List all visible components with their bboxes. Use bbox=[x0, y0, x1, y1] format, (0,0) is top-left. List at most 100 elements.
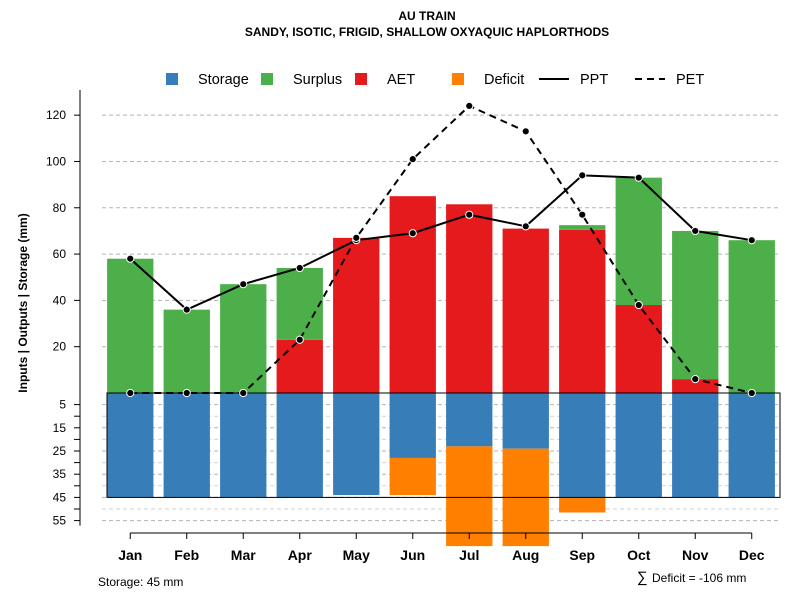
legend-label-pet: PET bbox=[676, 72, 704, 88]
x-tick-label-nov: Nov bbox=[682, 547, 709, 563]
pet-point-apr bbox=[295, 335, 304, 344]
storage-note: Storage: 45 mm bbox=[98, 575, 183, 589]
ppt-point-jul bbox=[465, 210, 474, 219]
series-lines bbox=[126, 101, 756, 398]
ppt-point-nov bbox=[691, 226, 700, 236]
y-tick-label: 5 bbox=[59, 398, 66, 412]
chart-subtitle: SANDY, ISOTIC, FRIGID, SHALLOW OXYAQUIC … bbox=[245, 25, 609, 39]
legend-swatch-deficit bbox=[452, 73, 464, 85]
y-tick-label: 40 bbox=[53, 293, 67, 307]
pet-point-jan bbox=[126, 388, 135, 398]
storage-capacity-box bbox=[106, 392, 781, 498]
aet-bar-aug bbox=[502, 228, 549, 393]
pet-point-oct bbox=[634, 300, 643, 310]
deficit-note-text: Deficit = -106 mm bbox=[652, 571, 746, 585]
y-tick-label: 20 bbox=[53, 340, 67, 354]
legend: Storage Surplus AET Deficit PPT PET bbox=[166, 72, 704, 88]
legend-swatch-aet bbox=[355, 73, 367, 85]
pet-point-dec bbox=[747, 388, 756, 398]
storage-bar-sep bbox=[559, 393, 606, 498]
pet-point-sep bbox=[578, 210, 587, 219]
deficit-bar-jul bbox=[446, 446, 493, 547]
pet-point-nov bbox=[691, 375, 700, 384]
storage-bar-may bbox=[333, 393, 380, 496]
aet-bar-sep bbox=[559, 229, 606, 393]
surplus-bar-feb bbox=[163, 309, 210, 393]
aet-bar-may bbox=[333, 237, 380, 393]
x-tick-label-sep: Sep bbox=[569, 547, 595, 563]
deficit-bar-sep bbox=[559, 497, 606, 513]
x-tick-label-may: May bbox=[343, 547, 370, 563]
y-tick-label: 80 bbox=[53, 201, 67, 215]
deficit-note: ∑ Deficit = -106 mm bbox=[637, 569, 746, 586]
ppt-point-dec bbox=[747, 236, 756, 245]
y-axis-label: Inputs | Outputs | Storage (mm) bbox=[16, 213, 30, 392]
storage-bar-aug bbox=[502, 393, 549, 449]
surplus-bar-sep bbox=[559, 225, 606, 230]
legend-swatch-storage bbox=[166, 73, 178, 85]
y-tick-label: 15 bbox=[53, 421, 67, 435]
legend-label-ppt: PPT bbox=[580, 72, 608, 88]
ppt-point-oct bbox=[634, 173, 643, 182]
chart-titles: AU TRAIN SANDY, ISOTIC, FRIGID, SHALLOW … bbox=[245, 9, 609, 39]
pet-point-may bbox=[352, 233, 361, 242]
x-tick-label-jan: Jan bbox=[118, 547, 142, 563]
ppt-point-mar bbox=[239, 280, 248, 289]
x-tick-label-dec: Dec bbox=[739, 547, 765, 563]
x-tick-label-aug: Aug bbox=[512, 547, 539, 563]
legend-label-storage: Storage bbox=[198, 72, 249, 88]
surplus-bar-mar bbox=[220, 284, 267, 393]
x-tick-label-apr: Apr bbox=[288, 547, 313, 563]
storage-bar-nov bbox=[672, 393, 719, 498]
ppt-point-feb bbox=[182, 305, 191, 314]
y-tick-label: 55 bbox=[53, 514, 67, 528]
deficit-bar-jun bbox=[389, 457, 436, 496]
aet-bar-apr bbox=[276, 339, 323, 393]
x-tick-label-mar: Mar bbox=[231, 547, 256, 563]
storage-bar-jan bbox=[107, 393, 154, 498]
y-tick-label: 60 bbox=[53, 247, 67, 261]
storage-bar-jul bbox=[446, 393, 493, 447]
legend-label-deficit: Deficit bbox=[484, 72, 524, 88]
ppt-point-aug bbox=[521, 222, 530, 231]
surplus-bar-nov bbox=[672, 230, 719, 380]
legend-label-surplus: Surplus bbox=[293, 72, 342, 88]
axes: 20 40 60 80 100 120 5 15 25 35 45 55 Jan Feb Mar Apr May… bbox=[46, 90, 765, 563]
x-tick-label-jun: Jun bbox=[400, 547, 425, 563]
x-tick-label-jul: Jul bbox=[459, 547, 479, 563]
legend-swatch-surplus bbox=[261, 73, 273, 85]
upper-bars bbox=[107, 177, 775, 393]
aet-bar-jul bbox=[446, 204, 493, 393]
storage-capacity-outline bbox=[106, 392, 781, 498]
aet-bar-jun bbox=[389, 196, 436, 393]
pet-point-aug bbox=[521, 127, 530, 136]
surplus-bar-apr bbox=[276, 267, 323, 340]
y-tick-label: 100 bbox=[46, 154, 66, 168]
aet-bar-oct bbox=[615, 305, 662, 393]
storage-bar-dec bbox=[728, 393, 775, 498]
pet-point-feb bbox=[182, 388, 191, 398]
x-tick-label-feb: Feb bbox=[174, 547, 199, 563]
surplus-bar-oct bbox=[615, 177, 662, 306]
ppt-point-sep bbox=[578, 171, 587, 180]
y-tick-label: 120 bbox=[46, 108, 66, 122]
y-tick-label: 45 bbox=[53, 490, 67, 504]
chart-title: AU TRAIN bbox=[398, 9, 455, 23]
surplus-bar-dec bbox=[728, 240, 775, 393]
pet-point-jul bbox=[465, 101, 474, 110]
y-tick-label: 35 bbox=[53, 467, 67, 481]
storage-bar-feb bbox=[163, 393, 210, 498]
storage-bar-apr bbox=[276, 393, 323, 498]
x-tick-label-oct: Oct bbox=[627, 547, 651, 563]
ppt-line bbox=[129, 174, 752, 311]
sum-symbol: ∑ bbox=[637, 569, 648, 586]
pet-point-jun bbox=[408, 155, 417, 164]
storage-bar-mar bbox=[220, 393, 267, 498]
pet-point-mar bbox=[239, 388, 248, 398]
ppt-point-jun bbox=[408, 229, 417, 238]
ppt-point-jan bbox=[126, 254, 135, 263]
ppt-point-apr bbox=[295, 263, 304, 273]
gridlines bbox=[102, 114, 780, 522]
storage-bar-oct bbox=[615, 393, 662, 498]
y-tick-label: 25 bbox=[53, 444, 67, 458]
